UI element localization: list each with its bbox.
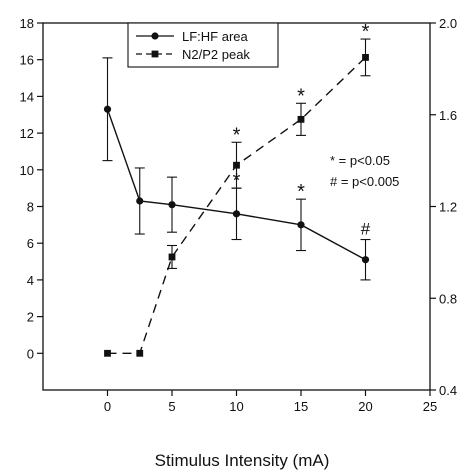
- y-left-tick-label: 4: [27, 273, 34, 288]
- significance-star: *: [297, 85, 305, 107]
- series-line-lf-hf-area: [106, 109, 366, 261]
- y-right-tick-label: 1.6: [439, 108, 457, 123]
- data-point-square: [233, 161, 240, 169]
- y-right-tick-label: 0.4: [439, 383, 457, 398]
- y-right-tick-label: 0.8: [439, 291, 457, 306]
- y-left-tick-label: 18: [20, 16, 34, 31]
- significance-star: *: [233, 170, 241, 192]
- significance-hash: #: [361, 220, 371, 239]
- data-point-square: [362, 54, 369, 61]
- data-point-square: [136, 349, 144, 357]
- legend: LF:HF area N2/P2 peak: [127, 22, 279, 68]
- y-right-tick-label: 2.0: [439, 16, 457, 31]
- data-point-square: [297, 115, 305, 123]
- data-point-circle: [232, 210, 241, 218]
- legend-marker-square: [151, 50, 159, 58]
- annotation-p0005: # = p<0.005: [330, 174, 399, 189]
- y-right-tick-label: 1.2: [439, 200, 457, 215]
- x-tick-label: 15: [294, 399, 308, 414]
- significance-star: *: [297, 181, 305, 203]
- data-point-circle: [168, 201, 176, 209]
- data-point-circle: [361, 256, 370, 264]
- y-left-tick-label: 6: [27, 236, 34, 251]
- legend-label-lf-hf-area: LF:HF area: [182, 29, 249, 44]
- x-tick-label: 10: [229, 399, 243, 414]
- x-tick-label: 5: [168, 399, 175, 414]
- legend-box: [127, 22, 279, 68]
- legend-marker-circle: [151, 32, 159, 40]
- data-point-square: [168, 253, 176, 261]
- significance-star: *: [233, 124, 241, 146]
- x-tick-label: 20: [358, 399, 372, 414]
- legend-label-n2-p2-peak: N2/P2 peak: [182, 47, 250, 62]
- annotation-p005: * = p<0.05: [330, 153, 390, 168]
- axes: 0 5 10 15 20 25 0 2 4 6 8 10 12 14 16 18 0.4 0.8 1.2 1.6 2.0: [20, 16, 458, 414]
- y-left-tick-label: 8: [27, 200, 34, 215]
- x-axis-title: Stimulus Intensity (mA): [155, 451, 330, 470]
- y-left-tick-label: 0: [27, 346, 34, 361]
- data-point-circle: [136, 197, 144, 205]
- series-lines: [106, 56, 366, 354]
- data-point-circle: [297, 221, 305, 229]
- y-left-tick-label: 14: [20, 89, 34, 104]
- y-left-tick-label: 16: [20, 53, 34, 68]
- marks: * * * * * #: [102, 21, 371, 357]
- x-tick-label: 0: [104, 399, 111, 414]
- data-point-circle: [103, 105, 112, 113]
- significance-star: *: [362, 21, 370, 43]
- data-point-square: [104, 349, 111, 357]
- y-left-tick-label: 2: [27, 310, 34, 325]
- y-left-tick-label: 12: [20, 126, 34, 141]
- x-tick-label: 25: [423, 399, 437, 414]
- y-left-tick-label: 10: [20, 163, 34, 178]
